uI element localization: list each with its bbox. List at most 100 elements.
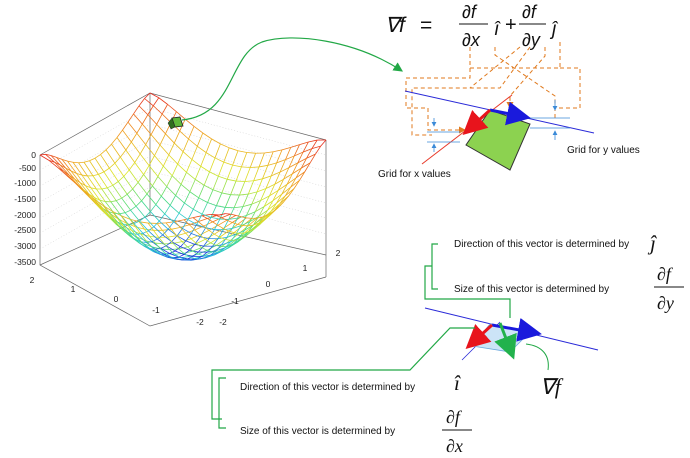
mesh-line: [94, 197, 104, 210]
mesh-line: [214, 157, 224, 163]
mesh-line: [111, 143, 121, 158]
mesh-line: [156, 123, 166, 135]
mesh-line: [158, 97, 168, 105]
mesh-line: [150, 124, 157, 135]
mesh-line: [154, 155, 164, 167]
mesh-line: [113, 213, 124, 225]
mesh-line: [221, 237, 228, 246]
mesh-line: [116, 197, 122, 202]
mesh-line: [148, 165, 159, 177]
mesh-line: [290, 177, 297, 188]
mesh-line: [165, 245, 176, 252]
mesh-line: [139, 216, 146, 222]
mesh-line: [202, 132, 212, 140]
mesh-line: [136, 237, 143, 244]
mesh-line: [271, 171, 281, 177]
mesh-line: [154, 242, 161, 250]
mesh-line: [129, 218, 136, 228]
mesh-line: [139, 220, 149, 232]
df-numerator-y: ∂f: [522, 2, 538, 22]
mesh-line: [92, 174, 99, 177]
mesh-line: [122, 225, 129, 233]
mesh-line: [81, 174, 88, 177]
mesh-line: [178, 254, 185, 258]
mesh-line: [133, 223, 144, 234]
mesh-line: [171, 227, 181, 230]
mesh-line: [270, 162, 278, 177]
y-tick: 1: [303, 263, 308, 273]
mesh-line: [92, 175, 103, 190]
zoom-callout-curve: [181, 37, 404, 121]
mesh-line: [77, 184, 84, 191]
mesh-line: [189, 224, 195, 231]
mesh-line: [279, 159, 286, 173]
mesh-line: [238, 230, 245, 238]
mesh-line: [178, 202, 185, 214]
mesh-line: [193, 208, 203, 215]
mesh-line: [110, 218, 117, 225]
mesh-line: [125, 141, 132, 151]
mesh-line: [265, 183, 275, 189]
mesh-line: [136, 123, 143, 134]
mesh-line: [75, 183, 82, 190]
mesh-line: [246, 204, 253, 216]
mesh-line: [144, 98, 154, 107]
mesh-line: [118, 176, 125, 182]
mesh-line: [283, 173, 293, 180]
mesh-line: [169, 195, 176, 206]
y-tick: 2: [336, 248, 341, 258]
mesh-line: [180, 227, 186, 234]
vector-diagram: ∇f: [211, 307, 599, 429]
dx-denominator-i: ∂x: [446, 436, 463, 456]
mesh-line: [174, 253, 181, 259]
mesh-line: [184, 202, 194, 210]
mesh-line: [288, 162, 298, 168]
mesh-line: [63, 170, 70, 176]
mesh-line: [256, 218, 263, 226]
mesh-line: [50, 155, 61, 166]
mesh-line: [154, 144, 161, 156]
mesh-line: [248, 224, 254, 227]
i-description: Direction of this vector is determined b…: [240, 371, 472, 456]
mesh-line: [292, 167, 302, 175]
mesh-line: [273, 149, 283, 153]
mesh-line: [232, 222, 238, 225]
mesh-line: [182, 151, 193, 160]
mesh-line: [196, 213, 203, 225]
j-description: Direction of this vector is determined b…: [424, 231, 684, 318]
mesh-line: [269, 184, 276, 197]
mesh-line: [212, 176, 219, 190]
mesh-line: [182, 138, 189, 152]
mesh-line: [278, 183, 288, 191]
j-bracket: [431, 243, 438, 290]
mesh-line: [230, 233, 240, 241]
mesh-line: [223, 147, 230, 163]
mesh-line: [108, 212, 115, 220]
i-size-text: Size of this vector is determined by: [240, 426, 395, 437]
mesh-line: [226, 244, 233, 248]
mesh-line: [65, 167, 75, 180]
mesh-line: [228, 224, 238, 232]
mesh-line: [288, 155, 295, 168]
mesh-line: [297, 151, 304, 164]
mesh-line: [209, 157, 216, 173]
mesh-line: [221, 213, 231, 219]
mesh-line: [173, 130, 181, 144]
mesh-line: [122, 223, 133, 234]
mesh-line: [311, 139, 318, 149]
mesh-line: [249, 153, 256, 168]
mesh-line: [233, 237, 240, 244]
z-tick: -2000: [14, 210, 36, 220]
mesh-line: [163, 243, 170, 250]
mesh-line: [112, 185, 123, 199]
mesh-line: [156, 251, 163, 256]
mesh-line: [299, 171, 306, 181]
mesh-line: [137, 233, 147, 243]
mesh-line: [197, 245, 204, 253]
mesh-line: [147, 247, 154, 252]
mesh-line: [281, 184, 288, 195]
mesh-line: [249, 227, 256, 232]
mesh-line: [145, 144, 155, 156]
mesh-line: [219, 230, 229, 238]
mesh-line: [196, 243, 202, 248]
